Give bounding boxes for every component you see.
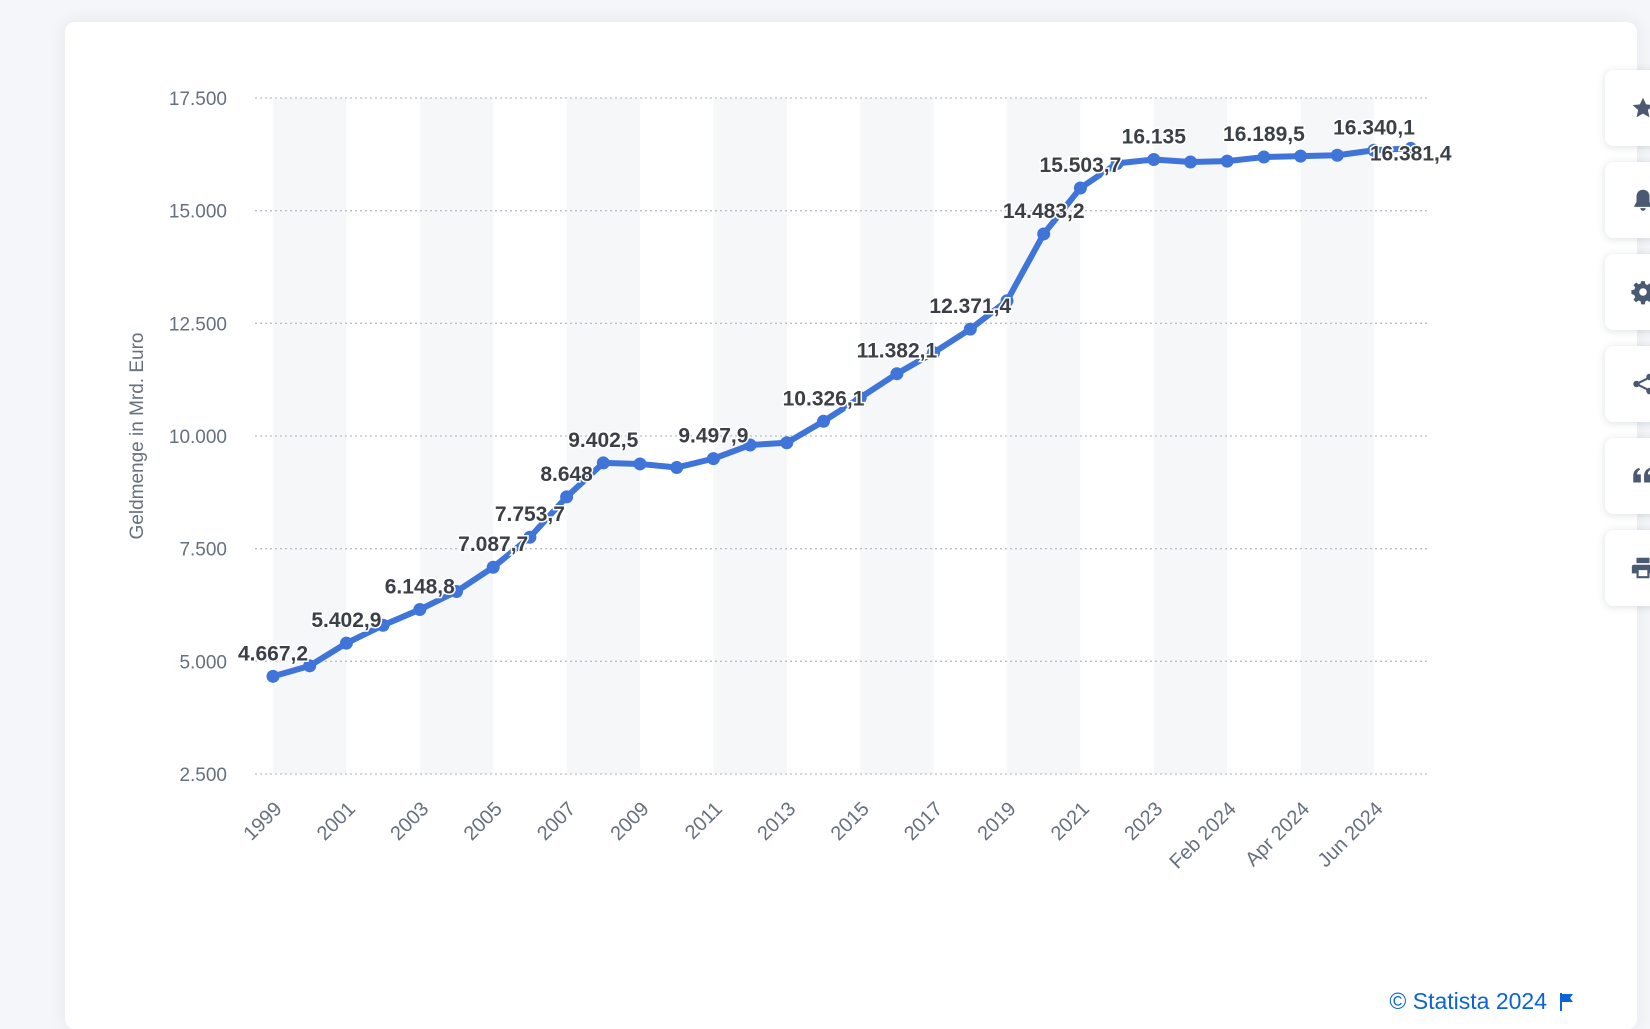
data-label: 11.382,1 bbox=[857, 340, 938, 363]
y-axis-title: Geldmenge in Mrd. Euro bbox=[127, 333, 148, 540]
data-point bbox=[780, 436, 794, 450]
y-tick-label: 10.000 bbox=[169, 427, 227, 448]
data-point bbox=[1037, 227, 1051, 241]
data-point bbox=[596, 456, 610, 470]
data-point bbox=[633, 457, 647, 471]
data-label: 7.753,7 bbox=[495, 503, 565, 526]
line-chart: 2.500 5.000 7.500 10.000 12.500 15.000 17.500 G… bbox=[127, 89, 1453, 873]
data-point bbox=[1147, 153, 1161, 167]
star-icon bbox=[1632, 97, 1650, 118]
data-point bbox=[1367, 143, 1381, 157]
source-credit[interactable]: © Statista 2024 bbox=[1389, 988, 1575, 1015]
y-tick-label: 15.000 bbox=[169, 202, 227, 223]
bell-icon bbox=[1634, 189, 1650, 211]
data-label: 16.189,5 bbox=[1223, 123, 1305, 146]
data-label: 15.503,7 bbox=[1040, 154, 1122, 177]
data-point bbox=[963, 322, 977, 336]
data-point bbox=[1000, 294, 1014, 308]
data-point bbox=[560, 490, 574, 504]
data-label: 4.667,2 bbox=[238, 642, 308, 665]
x-tick-label: 2005 bbox=[460, 798, 507, 845]
data-point bbox=[1294, 149, 1308, 163]
data-label: 16.381,4 bbox=[1370, 142, 1452, 165]
settings-button[interactable] bbox=[1605, 254, 1650, 330]
x-tick-label: 2011 bbox=[681, 798, 727, 844]
x-tick-label: Jun 2024 bbox=[1314, 798, 1388, 872]
x-tick-label: 2009 bbox=[607, 798, 654, 845]
data-point bbox=[523, 530, 537, 544]
print-button[interactable] bbox=[1605, 530, 1650, 606]
x-tick-label: 2023 bbox=[1120, 798, 1167, 845]
data-label: 10.326,1 bbox=[783, 387, 865, 410]
x-tick-label: 2019 bbox=[974, 798, 1021, 845]
printer-icon bbox=[1631, 557, 1650, 579]
data-point bbox=[853, 391, 867, 405]
data-label: 7.087,7 bbox=[458, 533, 528, 556]
y-tick-label: 5.000 bbox=[179, 652, 227, 673]
data-label: 16.135 bbox=[1122, 126, 1187, 149]
cite-button[interactable] bbox=[1605, 438, 1650, 514]
x-tick-label: 2001 bbox=[313, 798, 360, 845]
data-point bbox=[1404, 141, 1418, 155]
data-point bbox=[303, 659, 317, 673]
column-band bbox=[1007, 98, 1081, 774]
data-point bbox=[927, 346, 941, 360]
y-tick-label: 2.500 bbox=[179, 765, 227, 786]
data-point bbox=[339, 636, 353, 650]
x-tick-label: 2021 bbox=[1047, 798, 1094, 845]
notification-button[interactable] bbox=[1605, 162, 1650, 238]
gear-icon bbox=[1631, 281, 1650, 305]
x-tick-label: 2015 bbox=[827, 798, 874, 845]
x-tick-label: 2017 bbox=[900, 798, 947, 845]
data-point bbox=[413, 603, 427, 617]
y-tick-label: 12.500 bbox=[169, 314, 227, 335]
data-point bbox=[376, 618, 390, 632]
x-tick-label: 2007 bbox=[533, 798, 580, 845]
data-point bbox=[266, 669, 280, 683]
share-icon bbox=[1633, 373, 1650, 395]
x-tick-label: Apr 2024 bbox=[1241, 798, 1314, 871]
data-label: 16.340,1 bbox=[1333, 116, 1415, 139]
data-point bbox=[1184, 155, 1197, 169]
data-point bbox=[706, 452, 720, 466]
data-label: 8.648 bbox=[540, 463, 593, 486]
data-point bbox=[486, 560, 500, 574]
data-label: 6.148,8 bbox=[385, 576, 455, 599]
chart-toolbar bbox=[1605, 70, 1650, 622]
x-tick-label: 1999 bbox=[240, 798, 287, 845]
data-label: 9.402,5 bbox=[568, 429, 638, 452]
data-label: 14.483,2 bbox=[1003, 200, 1085, 223]
data-point bbox=[1073, 181, 1087, 195]
data-point bbox=[817, 414, 830, 428]
data-point bbox=[1257, 150, 1271, 164]
data-point bbox=[670, 461, 684, 475]
data-point bbox=[1220, 154, 1234, 168]
data-point bbox=[1330, 148, 1344, 162]
data-point bbox=[890, 367, 904, 381]
y-tick-label: 7.500 bbox=[179, 540, 227, 561]
y-tick-label: 17.500 bbox=[169, 89, 227, 110]
data-label: 9.497,9 bbox=[678, 425, 748, 448]
data-label: 12.371,4 bbox=[929, 295, 1011, 318]
data-point bbox=[1110, 156, 1124, 170]
x-tick-label: 2003 bbox=[386, 798, 433, 845]
data-point bbox=[450, 584, 463, 598]
column-band bbox=[566, 98, 640, 774]
chart-card: 2.500 5.000 7.500 10.000 12.500 15.000 17.500 G… bbox=[65, 22, 1650, 1029]
share-button[interactable] bbox=[1605, 346, 1650, 422]
favorite-button[interactable] bbox=[1605, 70, 1650, 146]
quote-icon bbox=[1633, 467, 1650, 483]
data-label: 5.402,9 bbox=[311, 609, 381, 632]
x-tick-label: 2013 bbox=[753, 798, 800, 845]
credit-text[interactable]: © Statista 2024 bbox=[1389, 988, 1547, 1014]
x-tick-label: Feb 2024 bbox=[1165, 798, 1240, 873]
data-point bbox=[743, 438, 757, 452]
flag-icon[interactable] bbox=[1559, 992, 1575, 1011]
